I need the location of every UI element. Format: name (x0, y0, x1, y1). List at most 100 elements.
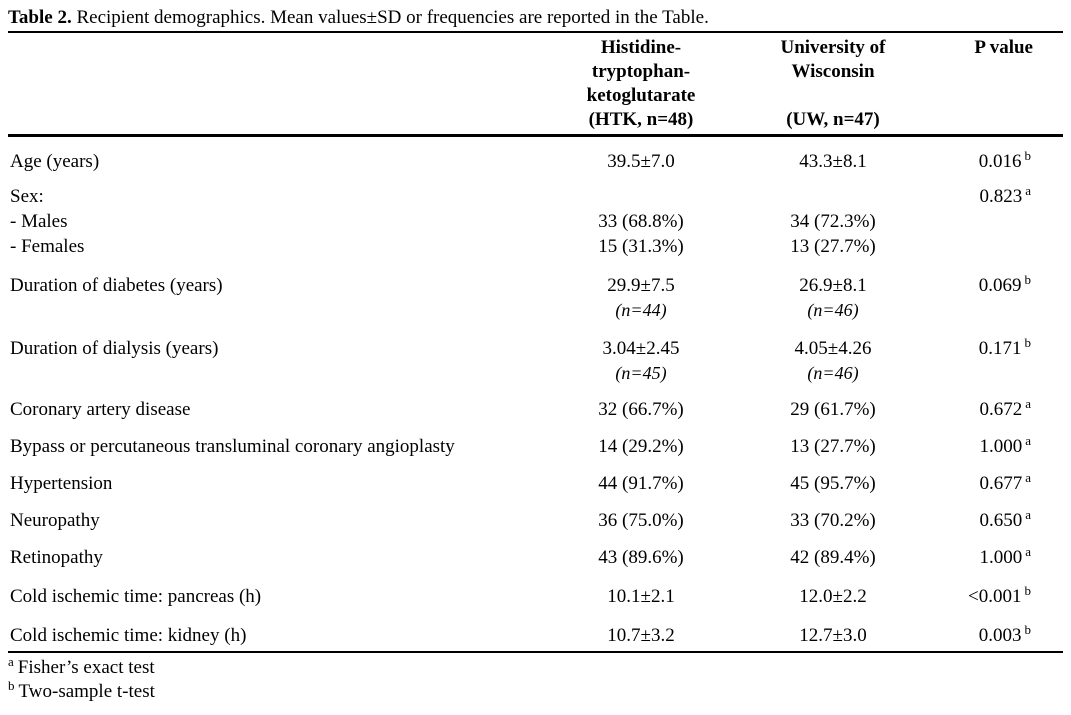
table-row-duration-diabetes: Duration of diabetes (years) 29.9±7.5 (n… (8, 259, 1063, 322)
htk-value: 32 (66.7%) (598, 399, 684, 420)
row-label: Cold ischemic time: kidney (h) (8, 609, 545, 653)
col-header-empty (8, 33, 545, 137)
htk-value (545, 174, 737, 209)
uw-value: 42 (89.4%) (790, 547, 876, 568)
uw-value: 13 (27.7%) (790, 236, 876, 257)
p-value: 0.016 b (929, 136, 1063, 175)
col-header-p-line: P value (974, 37, 1033, 58)
n-count-line: (n=46) (807, 300, 859, 320)
p-number: 0.003 (978, 625, 1022, 646)
p-number: 0.069 (978, 275, 1022, 296)
row-label: Hypertension (10, 473, 113, 494)
uw-value: 12.7±3.0 (737, 609, 929, 653)
col-header-htk-line: tryptophan- (591, 61, 691, 82)
header-row: Histidine- tryptophan- ketoglutarate (HT… (8, 33, 1063, 137)
p-value: 0.823 a (929, 174, 1063, 209)
htk-value: 29.9±7.5 (n=44) (545, 259, 737, 322)
htk-value: 39.5±7.0 (607, 151, 675, 172)
table-caption-text: Recipient demographics. Mean values±SD o… (76, 7, 709, 28)
htk-value: 3.04±2.45 (n=45) (545, 322, 737, 385)
table-row-females: - Females 15 (31.3%) 13 (27.7%) (8, 234, 1063, 259)
footnote-b: b Two-sample t-test (8, 677, 1071, 704)
p-superscript: b (1024, 147, 1032, 163)
footnote-text: Fisher’s exact test (17, 657, 155, 678)
uw-value: 4.05±4.26 (n=46) (737, 322, 929, 385)
p-value (929, 209, 1063, 234)
p-value: 0.677 a (929, 459, 1063, 496)
table-row-coronary: Coronary artery disease 32 (66.7%) 29 (6… (8, 385, 1063, 422)
p-number: 0.672 (979, 399, 1023, 420)
p-superscript: a (1025, 182, 1031, 198)
row-label: Cold ischemic time: pancreas (h) (10, 586, 262, 607)
col-header-htk-line: (HTK, n=48) (588, 109, 694, 130)
p-superscript: a (1025, 432, 1031, 448)
p-superscript: a (1025, 395, 1031, 411)
uw-value: 45 (95.7%) (790, 473, 876, 494)
value-line: 3.04±2.45 (602, 338, 680, 359)
demographics-table: Histidine- tryptophan- ketoglutarate (HT… (8, 33, 1063, 653)
uw-value: 34 (72.3%) (790, 211, 876, 232)
row-label: Duration of diabetes (years) (10, 275, 223, 296)
p-value: 0.069 b (929, 259, 1063, 322)
col-header-uw-spacer (737, 84, 929, 108)
uw-value: 33 (70.2%) (790, 510, 876, 531)
htk-value: 14 (29.2%) (598, 436, 684, 457)
p-value: 1.000 a (929, 533, 1063, 570)
col-header-htk-line: ketoglutarate (586, 85, 696, 106)
p-number: 0.171 (978, 338, 1022, 359)
footnote-marker: b (8, 677, 15, 693)
htk-value: 10.1±2.1 (607, 586, 675, 607)
p-superscript: b (1024, 582, 1032, 598)
table-caption: Table 2. Recipient demographics. Mean va… (8, 6, 1063, 33)
table-row-age: Age (years) 39.5±7.0 43.3±8.1 0.016 b (8, 136, 1063, 175)
htk-value: 44 (91.7%) (598, 473, 684, 494)
table-row-duration-dialysis: Duration of dialysis (years) 3.04±2.45 (… (8, 322, 1063, 385)
table-header: Histidine- tryptophan- ketoglutarate (HT… (8, 33, 1063, 137)
table-caption-number: Table 2. (8, 7, 72, 28)
footnote-a: a Fisher’s exact test (8, 653, 1071, 680)
p-superscript: b (1024, 621, 1032, 637)
htk-value: 15 (31.3%) (598, 236, 684, 257)
row-label: Coronary artery disease (10, 399, 191, 420)
col-header-htk-line: Histidine- (600, 37, 682, 58)
p-number: 0.650 (979, 510, 1023, 531)
table-row-males: - Males 33 (68.8%) 34 (72.3%) (8, 209, 1063, 234)
row-label: - Males (10, 211, 68, 232)
row-label: Retinopathy (10, 547, 103, 568)
htk-value: 36 (75.0%) (598, 510, 684, 531)
col-header-uw-line: Wisconsin (791, 61, 875, 82)
row-label: Age (years) (10, 151, 100, 172)
p-superscript: a (1025, 506, 1031, 522)
p-value: <0.001 b (929, 570, 1063, 609)
n-count-line: (n=45) (615, 363, 667, 383)
p-number: 0.823 (979, 186, 1023, 207)
p-superscript: b (1024, 334, 1032, 350)
p-number: 1.000 (979, 547, 1023, 568)
uw-value: 26.9±8.1 (n=46) (737, 259, 929, 322)
col-header-p-value: P value (929, 33, 1063, 137)
footnote-text: Two-sample t-test (18, 681, 155, 702)
p-superscript: a (1025, 469, 1031, 485)
p-value: 0.650 a (929, 496, 1063, 533)
p-superscript: a (1025, 543, 1031, 559)
p-value: 0.171 b (929, 322, 1063, 385)
htk-value: 33 (68.8%) (598, 211, 684, 232)
table-row-retinopathy: Retinopathy 43 (89.6%) 42 (89.4%) 1.000 a (8, 533, 1063, 570)
p-number: 0.016 (978, 151, 1022, 172)
p-number: 1.000 (979, 436, 1023, 457)
n-count-line: (n=44) (615, 300, 667, 320)
uw-value: 29 (61.7%) (790, 399, 876, 420)
p-number: <0.001 (968, 586, 1022, 607)
table-row-neuropathy: Neuropathy 36 (75.0%) 33 (70.2%) 0.650 a (8, 496, 1063, 533)
table-row-hypertension: Hypertension 44 (91.7%) 45 (95.7%) 0.677… (8, 459, 1063, 496)
table-row-bypass: Bypass or percutaneous transluminal coro… (8, 422, 1063, 459)
p-number: 0.677 (979, 473, 1023, 494)
footnote-marker: a (8, 653, 14, 669)
value-line: 26.9±8.1 (799, 275, 867, 296)
table-row-cit-pancreas: Cold ischemic time: pancreas (h) 10.1±2.… (8, 570, 1063, 609)
uw-value (737, 174, 929, 209)
uw-value: 13 (27.7%) (790, 436, 876, 457)
table-row-cit-kidney: Cold ischemic time: kidney (h) 10.7±3.2 … (8, 609, 1063, 653)
table-body: Age (years) 39.5±7.0 43.3±8.1 0.016 b Sex… (8, 136, 1063, 653)
